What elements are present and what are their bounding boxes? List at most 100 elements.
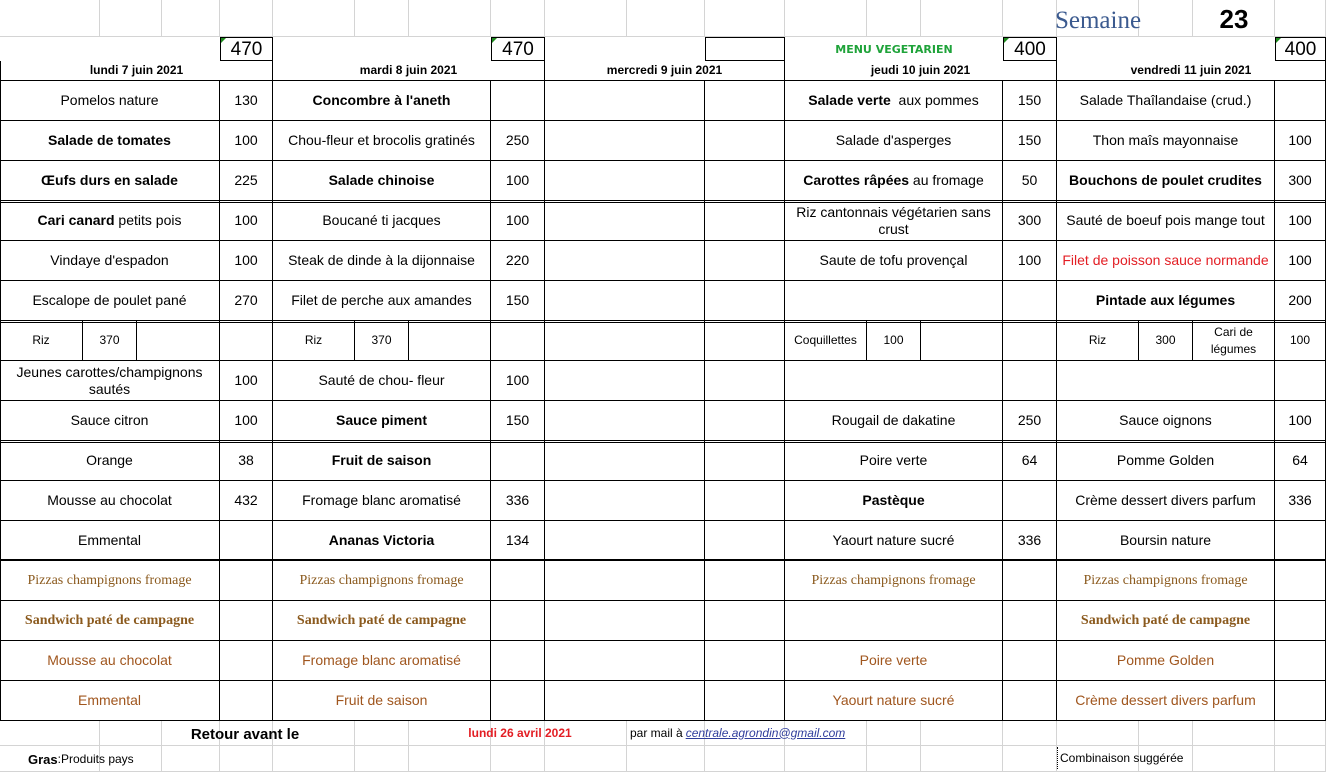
grid-cell: [220, 721, 273, 746]
item-qty: 100: [491, 201, 545, 241]
grid-cell: [867, 746, 921, 772]
menu-item: Concombre à l'aneth: [273, 81, 491, 121]
alternative-item: Sandwich paté de campagne: [1057, 601, 1275, 641]
item-qty: 134: [491, 521, 545, 561]
grid-cell: [785, 746, 867, 772]
menu-item: [545, 321, 705, 361]
item-name-rest: au fromage: [909, 172, 984, 188]
side-dish: [921, 321, 1003, 361]
item-qty: [1003, 361, 1057, 401]
alternative-qty: [491, 681, 545, 721]
grid-cell: [545, 0, 627, 37]
grid-cell: [705, 721, 785, 746]
item-qty: [705, 441, 785, 481]
item-qty: 150: [1003, 81, 1057, 121]
alternative-qty: [1275, 641, 1326, 681]
grid-cell: [1139, 721, 1193, 746]
item-qty: 64: [1003, 441, 1057, 481]
alternative-qty: [220, 561, 273, 601]
alternative-qty: [705, 561, 785, 601]
menu-item: Sauce citron: [0, 401, 220, 441]
alternative-qty: [220, 601, 273, 641]
email-link[interactable]: centrale.agrondin@gmail.com: [685, 725, 846, 740]
menu-item: Thon maîs mayonnaise: [1057, 121, 1275, 161]
item-qty: 150: [491, 281, 545, 321]
quota-value: [705, 37, 785, 61]
alternative-qty: [491, 641, 545, 681]
starch-qty: 100: [867, 321, 921, 361]
item-qty: 50: [1003, 161, 1057, 201]
item-qty: 100: [1003, 241, 1057, 281]
item-qty: [1003, 481, 1057, 521]
grid-cell: [1003, 721, 1057, 746]
cell-note-marker: [221, 38, 226, 43]
grid-cell: [409, 0, 491, 37]
menu-item: Orange: [0, 441, 220, 481]
menu-item: Œufs durs en salade: [0, 161, 220, 201]
menu-item: Sauce oignons: [1057, 401, 1275, 441]
item-qty: 100: [220, 241, 273, 281]
menu-item: Yaourt nature sucré: [785, 521, 1003, 561]
item-qty: 432: [220, 481, 273, 521]
menu-item: Vindaye d'espadon: [0, 241, 220, 281]
menu-item-name: Salade verte aux pommes: [808, 92, 978, 109]
item-qty: [705, 201, 785, 241]
grid-cell: [409, 721, 491, 746]
quota-value: 470: [220, 37, 273, 61]
menu-item: Carottes râpées au fromage: [785, 161, 1003, 201]
item-qty: 220: [491, 241, 545, 281]
item-qty: [1003, 281, 1057, 321]
grid-cell: [1057, 0, 1139, 37]
grid-cell: [1193, 721, 1275, 746]
alternative-qty: [1003, 681, 1057, 721]
item-qty: [705, 401, 785, 441]
grid-cell: [1057, 721, 1139, 746]
menu-item: [545, 241, 705, 281]
grid-cell: [100, 721, 162, 746]
day-date-header: vendredi 11 juin 2021: [1057, 61, 1326, 81]
cell-note-marker: [1276, 38, 1281, 43]
alternative-qty: [1003, 601, 1057, 641]
item-qty: 270: [220, 281, 273, 321]
alternative-qty: [1275, 561, 1326, 601]
grid-cell: [409, 746, 491, 772]
grid-cell: [705, 0, 785, 37]
grid-cell: [220, 0, 273, 37]
grid-cell: [921, 746, 1003, 772]
item-qty: [220, 521, 273, 561]
item-name-rest: petits pois: [114, 212, 182, 228]
menu-item: Sauté de chou- fleur: [273, 361, 491, 401]
starch-qty: 370: [355, 321, 409, 361]
starch-qty: 300: [1139, 321, 1193, 361]
menu-item: Sauce piment: [273, 401, 491, 441]
menu-item: [545, 281, 705, 321]
alternative-item: Pizzas champignons fromage: [0, 561, 220, 601]
menu-item: Salade de tomates: [0, 121, 220, 161]
alternative-item: Emmental: [0, 681, 220, 721]
grid-cell: [273, 721, 355, 746]
alternative-item: [545, 561, 705, 601]
item-qty: [705, 481, 785, 521]
alternative-item: [545, 681, 705, 721]
grid-cell: [491, 0, 545, 37]
menu-item: Crème dessert divers parfum: [1057, 481, 1275, 521]
menu-item: Mousse au chocolat: [0, 481, 220, 521]
menu-item: Pomme Golden: [1057, 441, 1275, 481]
alternative-item: Sandwich paté de campagne: [0, 601, 220, 641]
menu-item: [785, 281, 1003, 321]
grid-cell: [491, 721, 545, 746]
section-divider: [0, 200, 1326, 203]
item-qty: 64: [1275, 441, 1326, 481]
alternative-item: [545, 641, 705, 681]
menu-item: [545, 161, 705, 201]
menu-item: [545, 201, 705, 241]
item-name-bold: Carottes râpées: [803, 172, 910, 188]
menu-item: Escalope de poulet pané: [0, 281, 220, 321]
item-qty: 336: [1003, 521, 1057, 561]
starch-name: Riz: [273, 321, 355, 361]
day-date-header: mercredi 9 juin 2021: [545, 61, 785, 81]
menu-item: Pintade aux légumes: [1057, 281, 1275, 321]
item-qty: 250: [491, 121, 545, 161]
menu-item: [785, 361, 1003, 401]
menu-item: Rougail de dakatine: [785, 401, 1003, 441]
